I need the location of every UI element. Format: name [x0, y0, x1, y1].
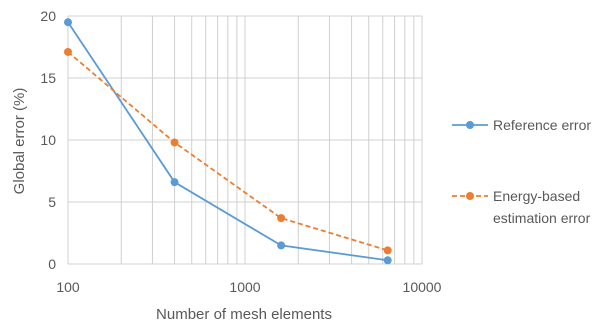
data-point-series-2 — [277, 214, 286, 223]
legend-marker-1 — [466, 121, 474, 129]
y-tick-label: 0 — [48, 256, 56, 272]
legend-marker-2 — [466, 192, 474, 200]
legend-label-line: Reference error — [493, 117, 591, 133]
data-point-series-1 — [64, 18, 72, 27]
y-axis-label: Global error (%) — [11, 88, 28, 195]
x-tick-label: 100 — [56, 279, 80, 295]
y-tick-label: 5 — [48, 194, 56, 210]
legend-label-line: Energy-based — [493, 188, 580, 204]
data-point-series-2 — [383, 246, 392, 255]
legend-label-line: estimation error — [493, 210, 591, 226]
y-tick-label: 20 — [40, 8, 56, 24]
y-tick-label: 15 — [40, 70, 56, 86]
data-point-series-1 — [170, 178, 179, 187]
x-tick-label: 1000 — [229, 279, 260, 295]
legend: Reference error Energy-based estimation er… — [452, 117, 591, 226]
y-tick-label: 10 — [40, 132, 56, 148]
data-point-series-1 — [277, 241, 286, 250]
axes: Global error (%) Number of mesh elements… — [11, 8, 442, 323]
legend-label-1: Reference error — [493, 117, 591, 133]
data-point-series-2 — [64, 47, 72, 56]
data-point-series-2 — [170, 138, 179, 147]
legend-label-2: Energy-based estimation error — [493, 188, 591, 226]
series-line-1 — [67, 21, 388, 262]
series-layer — [64, 18, 392, 265]
x-tick-label: 10000 — [403, 279, 442, 295]
data-point-series-1 — [383, 256, 392, 265]
grid — [67, 15, 423, 265]
x-axis-label: Number of mesh elements — [156, 306, 332, 323]
